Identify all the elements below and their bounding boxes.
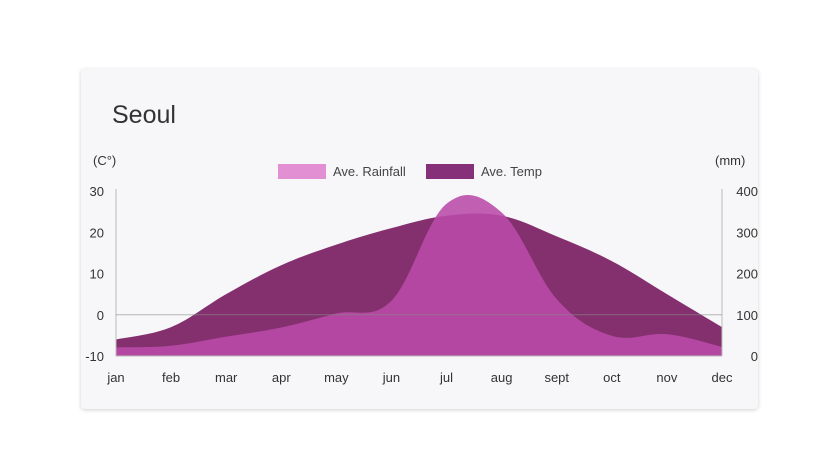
legend-label-temp: Ave. Temp — [481, 164, 542, 179]
x-tick-label-jul: jul — [439, 370, 453, 385]
chart-card: Seoul Ave. Rainfall Ave. Temp (C°) (mm) … — [81, 69, 758, 409]
rainfall-area — [116, 195, 722, 356]
legend-swatch-temp — [426, 164, 474, 179]
x-tick-label-sept: sept — [544, 370, 569, 385]
x-tick-label-may: may — [324, 370, 349, 385]
left-tick-label: 30 — [90, 184, 104, 199]
x-tick-label-oct: oct — [603, 370, 621, 385]
x-tick-label-dec: dec — [712, 370, 733, 385]
legend-item-rainfall[interactable]: Ave. Rainfall — [278, 164, 406, 179]
legend-item-temp[interactable]: Ave. Temp — [426, 164, 542, 179]
right-tick-label: 0 — [751, 349, 758, 364]
right-tick-label: 300 — [736, 225, 758, 240]
legend-label-rainfall: Ave. Rainfall — [333, 164, 406, 179]
x-tick-label-feb: feb — [162, 370, 180, 385]
left-tick-label: 20 — [90, 225, 104, 240]
x-tick-label-jan: jan — [106, 370, 124, 385]
left-tick-label: -10 — [85, 349, 104, 364]
left-tick-label: 10 — [90, 267, 104, 282]
right-tick-label: 100 — [736, 308, 758, 323]
chart-title: Seoul — [112, 101, 176, 129]
x-tick-label-mar: mar — [215, 370, 238, 385]
legend-swatch-rainfall — [278, 164, 326, 179]
left-axis-unit: (C°) — [93, 153, 117, 168]
x-tick-label-aug: aug — [491, 370, 513, 385]
left-tick-label: 0 — [97, 308, 104, 323]
x-tick-label-nov: nov — [656, 370, 677, 385]
right-axis-unit: (mm) — [715, 153, 746, 168]
x-tick-label-jun: jun — [382, 370, 400, 385]
right-tick-label: 200 — [736, 267, 758, 282]
x-tick-label-apr: apr — [272, 370, 291, 385]
right-tick-label: 400 — [736, 184, 758, 199]
